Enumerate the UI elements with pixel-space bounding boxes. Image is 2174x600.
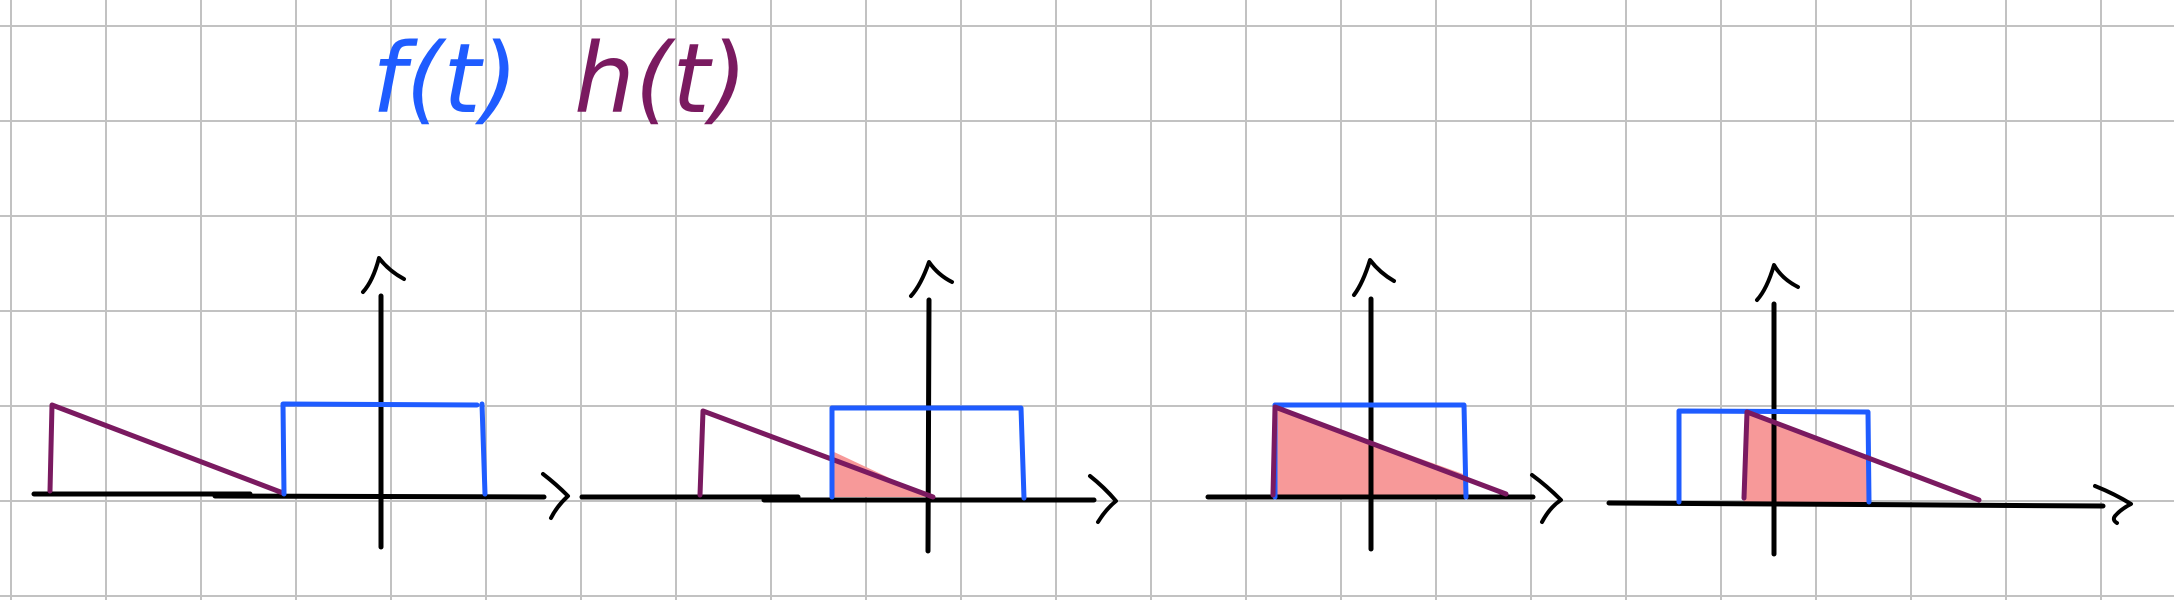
panel-2-f-pulse <box>829 405 1027 501</box>
panel-2-x-arrow-icon <box>1088 474 1118 524</box>
panel-2-y-arrow-icon <box>909 260 954 298</box>
panel-4-overlap-area <box>1744 412 1869 502</box>
panel-2 <box>579 260 1118 554</box>
panel-4-x-arrow-icon <box>2093 484 2133 525</box>
panel-1 <box>31 256 570 550</box>
panel-4-x-axis <box>1606 500 2106 509</box>
panel-2-y-axis <box>925 297 932 554</box>
panel-1-f-pulse-right-edge <box>479 401 488 497</box>
panel-1-h-shifted <box>47 402 286 496</box>
panel-1-x-axis <box>31 491 547 500</box>
panel-3 <box>1205 258 1563 552</box>
panel-1-x-arrow-icon <box>541 472 570 520</box>
panel-3-x-arrow-icon <box>1530 473 1563 524</box>
panel-2-h-shifted <box>697 408 936 500</box>
panel-3-h-shifted <box>1270 404 1509 498</box>
panel-1-y-arrow-icon <box>361 256 406 294</box>
panel-1-f-pulse <box>280 401 480 497</box>
panel-3-y-arrow-icon <box>1352 258 1396 297</box>
panel-2-x-axis <box>579 494 1097 503</box>
panel-4 <box>1606 263 2133 557</box>
panel-4-h-shifted <box>1741 409 1982 503</box>
label-f-of-t: f(t) <box>372 23 518 135</box>
label-h-of-t: h(t) <box>574 23 747 135</box>
panel-4-y-arrow-icon <box>1755 263 1800 302</box>
